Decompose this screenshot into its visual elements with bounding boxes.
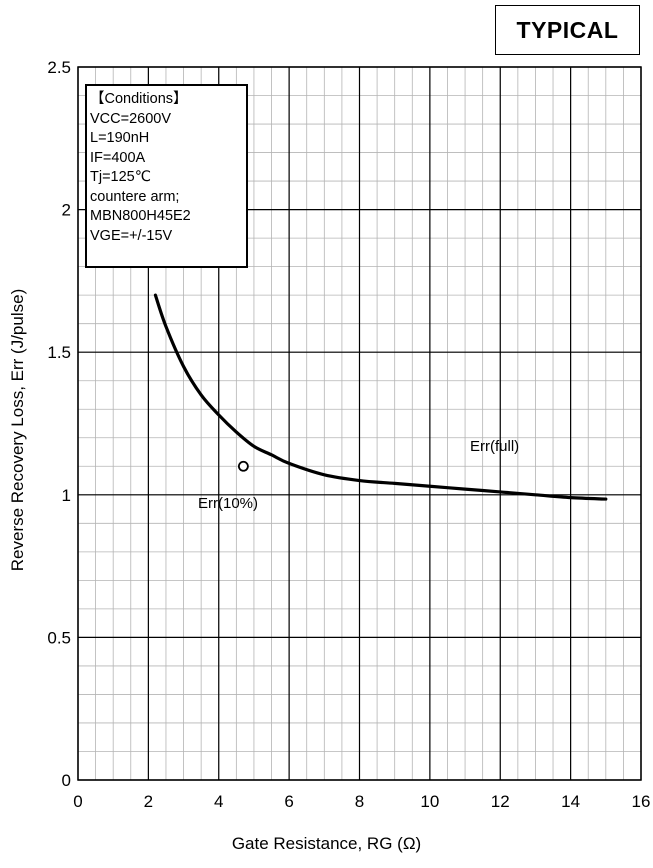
x-tick-label: 12 bbox=[491, 792, 510, 811]
condition-line: countere arm; bbox=[90, 188, 180, 205]
plot-frame bbox=[77, 66, 642, 781]
x-tick-label: 8 bbox=[355, 792, 364, 811]
condition-line: VCC=2600V bbox=[90, 110, 172, 127]
y-tick-label: 1.5 bbox=[47, 343, 71, 362]
y-axis-label: Reverse Recovery Loss, Err (J/pulse) bbox=[8, 288, 27, 572]
err-full-curve bbox=[153, 293, 608, 501]
condition-line: L=190nH bbox=[90, 130, 150, 146]
x-tick-label: 16 bbox=[632, 792, 651, 811]
x-axis-label: Gate Resistance, RG (Ω) bbox=[231, 834, 422, 853]
condition-line: 【Conditions】 bbox=[90, 91, 188, 107]
condition-line: MBN800H45E2 bbox=[90, 208, 191, 224]
condition-line: Tj=125℃ bbox=[90, 169, 152, 185]
y-tick-label: 2 bbox=[62, 201, 71, 220]
x-tick-label: 0 bbox=[73, 792, 82, 811]
condition-line: VGE=+/-15V bbox=[90, 227, 173, 244]
x-tick-label: 6 bbox=[284, 792, 293, 811]
y-tick-label: 0.5 bbox=[47, 628, 71, 647]
typical-badge: TYPICAL bbox=[495, 5, 640, 55]
y-tick-label: 0 bbox=[62, 771, 71, 790]
series-label-err-10: Err(10%) bbox=[198, 495, 259, 512]
series-label-err-full: Err(full) bbox=[470, 438, 520, 455]
x-tick-label: 10 bbox=[420, 792, 439, 811]
y-tick-label: 2.5 bbox=[47, 58, 71, 77]
x-tick-label: 4 bbox=[214, 792, 223, 811]
x-tick-label: 14 bbox=[561, 792, 580, 811]
condition-line: IF=400A bbox=[90, 149, 146, 166]
x-tick-label: 2 bbox=[144, 792, 153, 811]
y-tick-label: 1 bbox=[62, 486, 71, 505]
err-10-marker bbox=[237, 460, 249, 472]
conditions-box: 【Conditions】 VCC=2600V L=190nH IF=400A T… bbox=[85, 84, 248, 268]
